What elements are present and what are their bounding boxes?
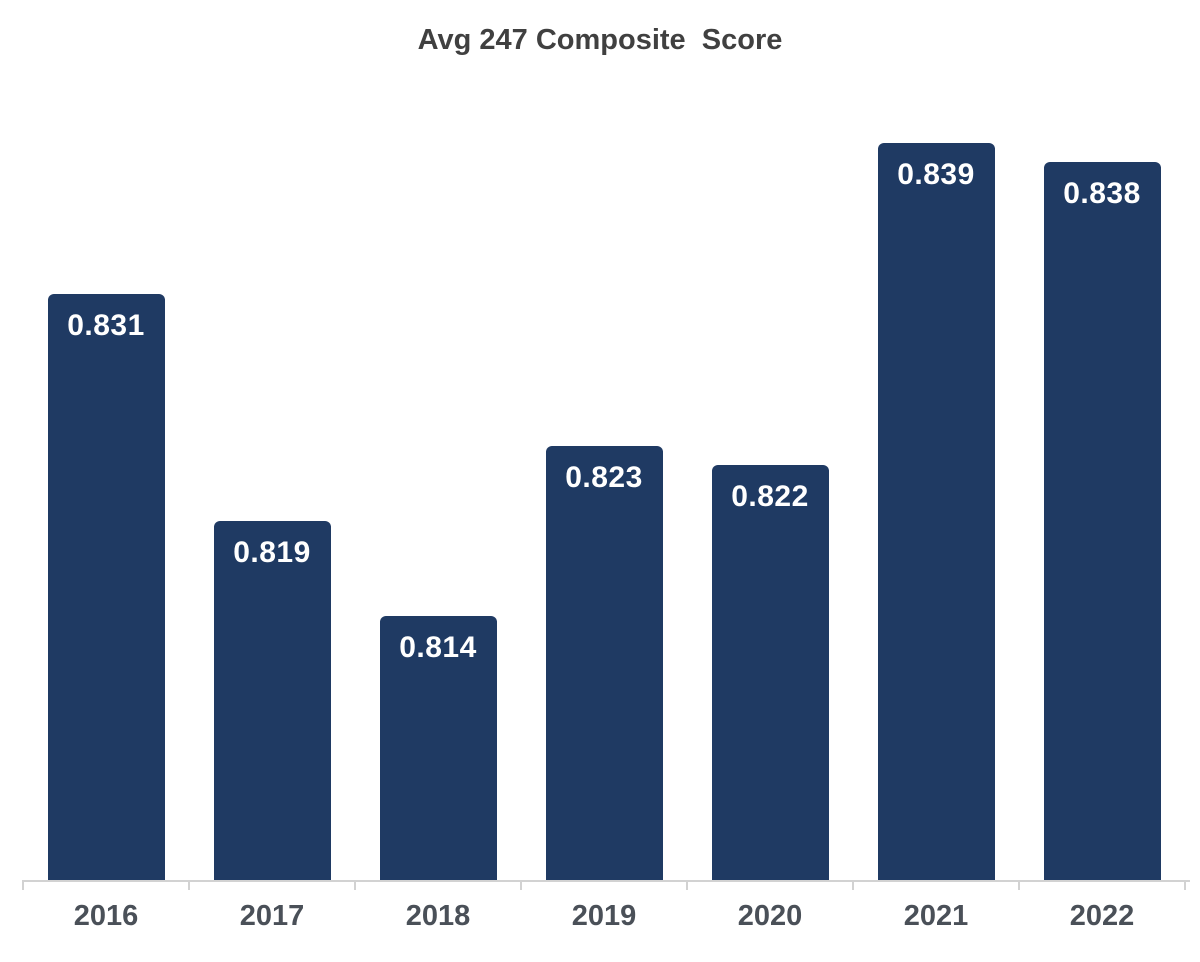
x-axis-tick <box>1018 881 1020 890</box>
x-axis-labels: 2016 2017 2018 2019 2020 2021 2022 <box>23 898 1185 934</box>
bar-value-label: 0.839 <box>897 157 975 191</box>
bar-value-label: 0.831 <box>67 309 145 343</box>
bar-slot: 0.819 <box>189 124 355 881</box>
x-axis-tick <box>852 881 854 890</box>
x-axis-tick <box>353 881 356 890</box>
bar-value-label: 0.822 <box>731 479 809 513</box>
bar-2019: 0.823 <box>545 445 663 881</box>
bar-value-label: 0.819 <box>233 536 311 570</box>
bar-slot: 0.831 <box>23 124 189 881</box>
x-axis-label: 2021 <box>903 900 969 932</box>
bar-2016: 0.831 <box>47 294 165 881</box>
x-axis-line <box>22 880 1190 882</box>
x-axis-tick <box>22 881 24 890</box>
bar-value-label: 0.838 <box>1063 176 1141 210</box>
x-axis-label: 2019 <box>571 900 637 932</box>
chart-title: Avg 247 Composite Score <box>417 24 783 56</box>
x-axis-tick <box>685 881 688 890</box>
bar-slot: 0.822 <box>687 124 853 881</box>
x-axis-label: 2016 <box>73 900 139 932</box>
bar-2021: 0.839 <box>877 142 995 881</box>
bar-2017: 0.819 <box>213 521 331 881</box>
bar-slot: 0.838 <box>1019 124 1185 881</box>
bar-2022: 0.838 <box>1043 161 1161 881</box>
x-axis-label: 2017 <box>239 900 305 932</box>
x-axis-tick <box>1184 881 1186 890</box>
x-axis-label: 2018 <box>405 900 471 932</box>
x-axis-label: 2022 <box>1069 900 1135 932</box>
bar-2020: 0.822 <box>711 464 829 881</box>
plot-area: 0.831 0.819 0.814 0.823 0.822 0.839 0.838 <box>23 124 1185 881</box>
bar-value-label: 0.823 <box>565 460 643 494</box>
x-axis-label: 2020 <box>737 900 803 932</box>
x-axis-ticks <box>22 881 1186 891</box>
bar-slot: 0.839 <box>853 124 1019 881</box>
x-axis-tick <box>520 881 522 890</box>
bar-2018: 0.814 <box>379 616 497 881</box>
bar-slot: 0.814 <box>355 124 521 881</box>
x-axis-tick <box>187 881 190 890</box>
bar-value-label: 0.814 <box>399 631 477 665</box>
bar-slot: 0.823 <box>521 124 687 881</box>
